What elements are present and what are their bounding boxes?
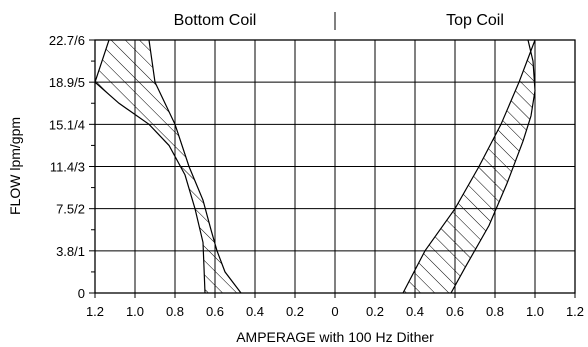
y-tick-label: 3.8/1 (56, 244, 85, 259)
x-tick-label: 1.2 (566, 304, 584, 319)
x-tick-label: 1.0 (526, 304, 544, 319)
y-tick-label: 11.4/3 (50, 160, 85, 175)
x-tick-label: 0.8 (486, 304, 504, 319)
panel-title-top-coil: Top Coil (446, 12, 504, 29)
y-tick-label: 0 (78, 286, 85, 301)
x-tick-label: 0.6 (446, 304, 464, 319)
x-tick-label: 1.2 (86, 304, 104, 319)
y-tick-label: 7.5/2 (56, 202, 85, 217)
y-axis-ticks: 0 3.8/1 7.5/2 11.4/3 15.1/4 18.9/5 22.7/6 (49, 33, 95, 301)
x-tick-label: 0.4 (246, 304, 264, 319)
x-tick-label: 0.6 (206, 304, 224, 319)
x-axis-ticks: 1.2 1.0 0.8 0.6 0.4 0.2 0 0.2 0.4 0.6 0.8 1.0 1.2 (86, 293, 584, 319)
x-tick-label: 0 (331, 304, 338, 319)
x-tick-label: 0.4 (406, 304, 424, 319)
x-tick-label: 1.0 (126, 304, 144, 319)
y-tick-label: 22.7/6 (49, 33, 85, 48)
x-tick-label: 0.2 (366, 304, 384, 319)
panel-title-bottom-coil: Bottom Coil (174, 12, 257, 29)
x-tick-label: 0.8 (166, 304, 184, 319)
x-tick-label: 0.2 (286, 304, 304, 319)
y-tick-label: 18.9/5 (49, 75, 85, 90)
y-axis-label: FLOW lpm/gpm (7, 117, 23, 215)
x-axis-label: AMPERAGE with 100 Hz Dither (236, 329, 434, 345)
y-tick-label: 15.1/4 (49, 117, 85, 132)
